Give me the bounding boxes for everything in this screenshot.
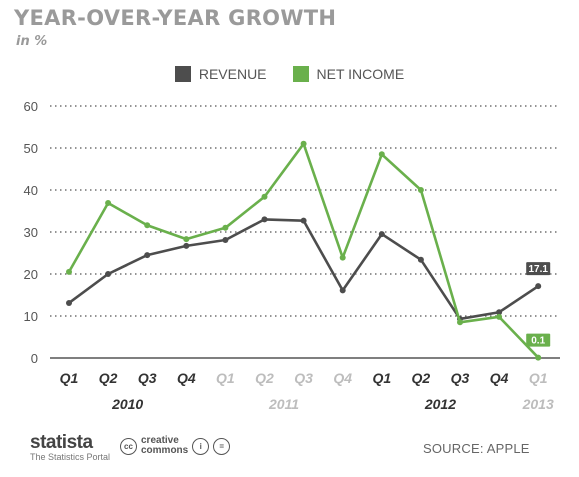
data-point <box>496 313 503 320</box>
data-point <box>66 268 72 275</box>
series-line-net-income <box>67 142 540 359</box>
cc-text-line2: commons <box>141 445 189 456</box>
x-tick-label: Q3 <box>451 370 470 386</box>
data-point <box>535 283 542 290</box>
legend-item-net-income: NET INCOME <box>292 66 405 82</box>
x-tick-label: Q3 <box>294 370 313 386</box>
data-point <box>222 236 229 243</box>
year-label: 2010 <box>111 396 143 412</box>
data-point <box>183 242 190 249</box>
data-point <box>339 254 346 261</box>
year-label: 2011 <box>268 396 299 412</box>
data-point <box>378 231 385 238</box>
x-tick-label: Q4 <box>177 370 196 386</box>
data-point <box>457 319 463 326</box>
chart-title: YEAR-OVER-YEAR GROWTH <box>14 6 337 30</box>
end-label-box <box>526 262 551 276</box>
x-tick-label: Q1 <box>60 370 79 386</box>
y-tick-label: 20 <box>24 267 38 282</box>
x-tick-label: Q1 <box>216 370 235 386</box>
legend-swatch-net-income <box>292 66 309 82</box>
x-tick-label: Q4 <box>490 370 509 386</box>
series-line-revenue <box>68 218 539 321</box>
data-point <box>535 354 542 361</box>
no-derivatives-icon: = <box>213 437 231 455</box>
year-label: 2013 <box>522 396 554 412</box>
data-point <box>496 309 503 316</box>
year-label: 2012 <box>424 396 456 412</box>
data-point <box>144 222 151 229</box>
legend: REVENUE NET INCOME <box>0 66 579 82</box>
x-tick-label: Q2 <box>255 370 274 386</box>
cc-text-line1: creative <box>141 435 179 446</box>
y-tick-label: 40 <box>24 183 38 198</box>
y-tick-label: 0 <box>31 351 38 366</box>
x-tick-label: Q2 <box>99 370 118 386</box>
cc-icon: cc <box>120 437 137 455</box>
data-point <box>300 217 307 224</box>
brand-tagline: The Statistics Portal <box>30 452 111 462</box>
legend-label-revenue: REVENUE <box>198 66 267 82</box>
attribution-icon: i <box>192 437 210 455</box>
cc-text: creative commons <box>141 436 188 456</box>
creative-commons-badge: cc creative commons i = <box>120 436 231 456</box>
x-tick-label: Q4 <box>333 370 352 386</box>
data-point <box>417 256 424 263</box>
data-point <box>222 224 229 231</box>
data-point <box>105 271 112 277</box>
end-label-box <box>526 333 551 347</box>
data-point <box>339 287 346 294</box>
y-tick-label: 30 <box>24 225 38 240</box>
x-tick-label: Q2 <box>412 370 431 386</box>
end-value-label: 17.1 <box>528 264 548 275</box>
y-tick-label: 60 <box>24 99 38 114</box>
source-note: SOURCE: APPLE <box>423 441 530 456</box>
data-point <box>66 299 72 306</box>
legend-item-revenue: REVENUE <box>174 66 267 82</box>
data-point <box>261 193 268 200</box>
data-point <box>105 200 112 207</box>
legend-swatch-revenue <box>174 66 191 82</box>
y-tick-label: 50 <box>24 141 38 156</box>
chart-subtitle: in % <box>16 34 48 49</box>
data-point <box>183 236 190 243</box>
x-tick-label: Q1 <box>529 370 548 386</box>
legend-label-net-income: NET INCOME <box>316 66 405 82</box>
brand-name: statista <box>30 432 93 453</box>
data-point <box>261 216 268 223</box>
data-point <box>300 140 307 147</box>
x-tick-label: Q3 <box>138 370 157 386</box>
data-point <box>378 151 385 158</box>
end-value-label: 0.1 <box>531 336 545 347</box>
statista-logo: statista The Statistics Portal <box>30 432 110 462</box>
data-point <box>144 252 151 259</box>
y-tick-label: 10 <box>24 309 38 324</box>
x-tick-label: Q1 <box>372 370 391 386</box>
data-point <box>417 187 424 193</box>
